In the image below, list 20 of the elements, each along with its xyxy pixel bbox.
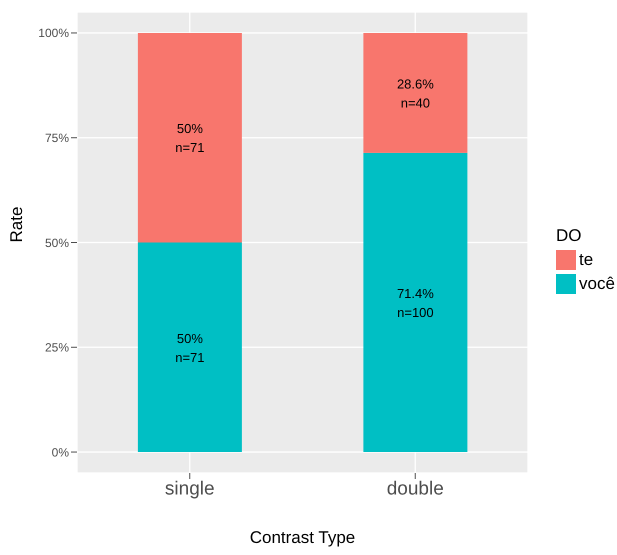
y-tick-label: 25% <box>44 340 70 355</box>
legend-label: você <box>579 274 615 294</box>
y-tick-label: 50% <box>44 236 70 250</box>
legend-label: te <box>579 250 594 270</box>
y-tick-label: 0% <box>52 445 70 460</box>
data-label: 28.6% n=40 <box>396 76 434 110</box>
x-tick-label: single <box>164 478 215 500</box>
data-label: 50% n=71 <box>175 120 205 155</box>
bar <box>138 32 242 242</box>
bar <box>138 242 242 452</box>
y-axis-title: Rate <box>7 206 26 242</box>
legend-title: DO <box>556 226 582 246</box>
y-tick-label: 75% <box>44 130 70 145</box>
data-label: 50% n=71 <box>175 330 205 364</box>
y-tick-label: 100% <box>38 26 70 40</box>
data-label: 71.4% n=100 <box>396 285 434 320</box>
bar <box>363 152 468 452</box>
x-tick-label: double <box>386 478 444 500</box>
bar <box>363 32 468 153</box>
x-axis-title: Contrast Type <box>250 528 356 547</box>
